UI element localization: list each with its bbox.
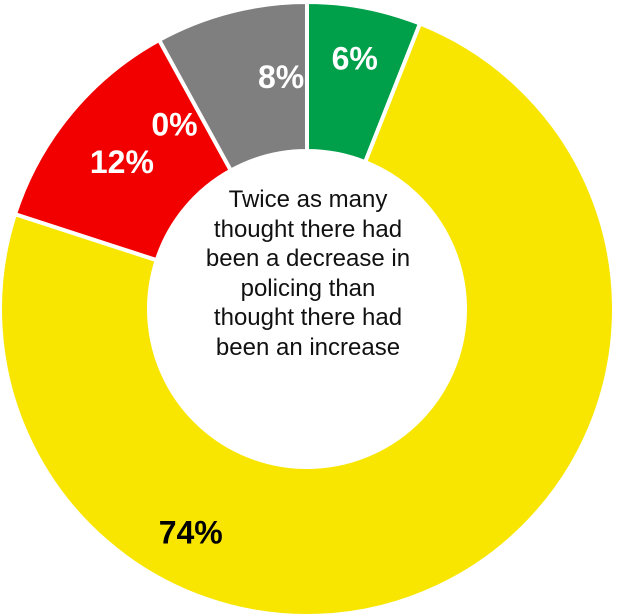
data-label-8pct: 8% (258, 59, 304, 95)
slice-8pct (156, 0, 309, 174)
data-label-12pct: 12% (90, 144, 154, 180)
center-annotation: Twice as many thought there had been a d… (205, 186, 411, 361)
data-label-0pct: 0% (151, 106, 197, 142)
data-label-74pct: 74% (159, 514, 223, 550)
slice-74pct (0, 20, 616, 616)
data-label-6pct: 6% (332, 41, 378, 77)
donut-labels: 6% 74% 12%0% 8% (90, 41, 378, 551)
